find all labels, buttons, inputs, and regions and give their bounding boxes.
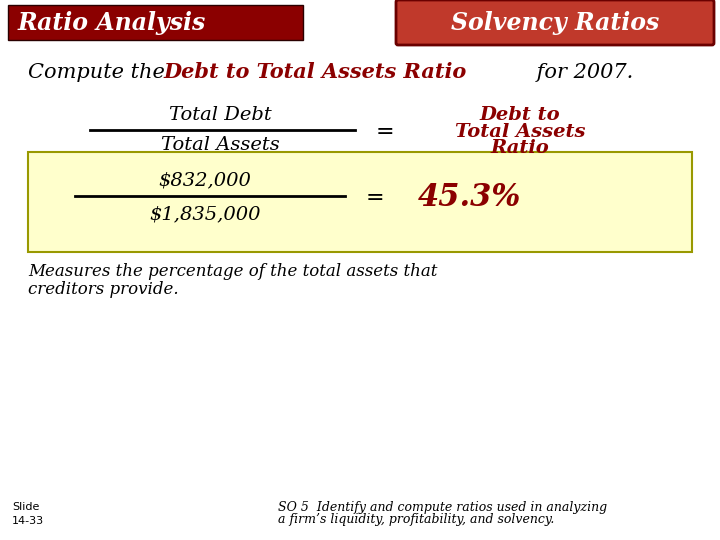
Text: 45.3%: 45.3% [418, 183, 522, 213]
Text: Slide
14-33: Slide 14-33 [12, 502, 44, 525]
Text: $1,835,000: $1,835,000 [149, 205, 261, 223]
Text: Ratio: Ratio [490, 139, 549, 157]
Bar [28, 152, 692, 252]
Text: Solvency Ratios: Solvency Ratios [451, 11, 659, 35]
Text: Debt to: Debt to [480, 106, 560, 124]
Text: $832,000: $832,000 [158, 171, 251, 189]
Text: for 2007.: for 2007. [530, 63, 634, 82]
Text: =: = [366, 187, 384, 209]
Text: Ratio Analysis: Ratio Analysis [18, 11, 206, 35]
Bar [8, 5, 303, 40]
Text: Total Debt: Total Debt [168, 106, 271, 124]
Text: a firm’s liquidity, profitability, and solvency.: a firm’s liquidity, profitability, and s… [278, 514, 554, 526]
Text: SO 5  Identify and compute ratios used in analyzing: SO 5 Identify and compute ratios used in… [278, 501, 607, 514]
Text: Compute the: Compute the [28, 63, 171, 82]
Text: Total Assets: Total Assets [455, 123, 585, 141]
FancyBboxPatch shape [396, 0, 714, 45]
Text: Debt to Total Assets Ratio: Debt to Total Assets Ratio [163, 62, 467, 82]
Text: creditors provide.: creditors provide. [28, 281, 179, 299]
Text: =: = [376, 121, 395, 143]
Text: Measures the percentage of the total assets that: Measures the percentage of the total ass… [28, 264, 437, 280]
Text: Total Assets: Total Assets [161, 136, 279, 154]
